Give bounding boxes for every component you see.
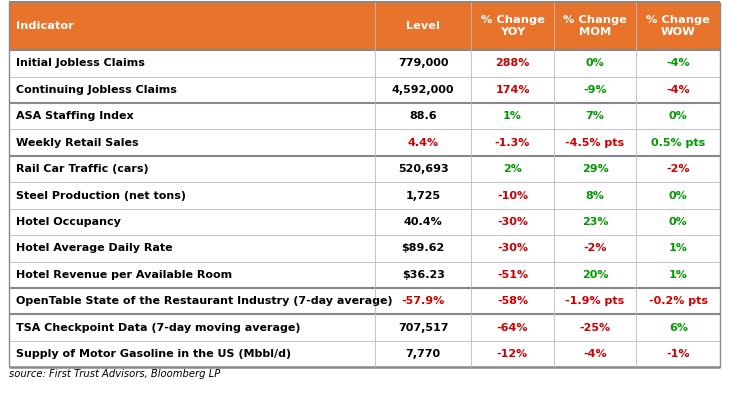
Text: -2%: -2% bbox=[666, 164, 690, 174]
Text: 0%: 0% bbox=[585, 58, 604, 68]
Text: 1%: 1% bbox=[668, 243, 687, 254]
Text: 174%: 174% bbox=[495, 85, 530, 95]
Bar bbox=[9, 77, 720, 103]
Text: -2%: -2% bbox=[583, 243, 607, 254]
Text: Indicator: Indicator bbox=[16, 21, 74, 31]
Text: 0%: 0% bbox=[669, 111, 687, 121]
Text: 20%: 20% bbox=[582, 270, 608, 280]
Text: 6%: 6% bbox=[668, 323, 687, 333]
Bar bbox=[9, 314, 720, 341]
Text: 2%: 2% bbox=[503, 164, 522, 174]
Text: 88.6: 88.6 bbox=[410, 111, 437, 121]
Text: $89.62: $89.62 bbox=[402, 243, 445, 254]
Text: Continuing Jobless Claims: Continuing Jobless Claims bbox=[16, 85, 177, 95]
Text: 7,770: 7,770 bbox=[405, 349, 441, 359]
Text: 23%: 23% bbox=[582, 217, 608, 227]
Text: Hotel Average Daily Rate: Hotel Average Daily Rate bbox=[16, 243, 173, 254]
Text: Steel Production (net tons): Steel Production (net tons) bbox=[16, 190, 186, 201]
Text: 707,517: 707,517 bbox=[398, 323, 448, 333]
Text: Weekly Retail Sales: Weekly Retail Sales bbox=[16, 138, 139, 148]
Text: -1.3%: -1.3% bbox=[495, 138, 530, 148]
Text: -30%: -30% bbox=[497, 243, 528, 254]
Text: 0.5% pts: 0.5% pts bbox=[651, 138, 706, 148]
Text: -57.9%: -57.9% bbox=[402, 296, 445, 306]
Text: -4.5% pts: -4.5% pts bbox=[566, 138, 625, 148]
Text: ASA Staffing Index: ASA Staffing Index bbox=[16, 111, 133, 121]
Text: -58%: -58% bbox=[497, 296, 528, 306]
Text: 4,592,000: 4,592,000 bbox=[392, 85, 454, 95]
Bar bbox=[9, 341, 720, 367]
Text: 1,725: 1,725 bbox=[405, 190, 441, 201]
Text: OpenTable State of the Restaurant Industry (7-day average): OpenTable State of the Restaurant Indust… bbox=[16, 296, 393, 306]
Text: $36.23: $36.23 bbox=[402, 270, 445, 280]
Text: Rail Car Traffic (cars): Rail Car Traffic (cars) bbox=[16, 164, 149, 174]
Bar bbox=[9, 182, 720, 209]
Text: 288%: 288% bbox=[495, 58, 530, 68]
Bar bbox=[9, 156, 720, 182]
Text: -12%: -12% bbox=[497, 349, 528, 359]
Text: % Change
MOM: % Change MOM bbox=[563, 15, 627, 37]
Text: -1.9% pts: -1.9% pts bbox=[566, 296, 625, 306]
Text: 1%: 1% bbox=[668, 270, 687, 280]
Text: 40.4%: 40.4% bbox=[404, 217, 443, 227]
Text: -25%: -25% bbox=[580, 323, 611, 333]
Text: Initial Jobless Claims: Initial Jobless Claims bbox=[16, 58, 145, 68]
Text: TSA Checkpoint Data (7-day moving average): TSA Checkpoint Data (7-day moving averag… bbox=[16, 323, 300, 333]
Text: -10%: -10% bbox=[497, 190, 528, 201]
Bar bbox=[9, 288, 720, 314]
Text: -51%: -51% bbox=[497, 270, 528, 280]
Bar bbox=[9, 235, 720, 261]
Text: -1%: -1% bbox=[666, 349, 690, 359]
Bar bbox=[9, 209, 720, 235]
Text: 8%: 8% bbox=[585, 190, 604, 201]
Bar bbox=[9, 130, 720, 156]
Text: % Change
YOY: % Change YOY bbox=[480, 15, 545, 37]
Text: -0.2% pts: -0.2% pts bbox=[649, 296, 708, 306]
Text: -4%: -4% bbox=[583, 349, 607, 359]
Bar bbox=[9, 261, 720, 288]
Bar bbox=[9, 50, 720, 77]
Text: 1%: 1% bbox=[503, 111, 522, 121]
Text: Level: Level bbox=[406, 21, 440, 31]
Bar bbox=[9, 2, 720, 50]
Text: 520,693: 520,693 bbox=[398, 164, 448, 174]
Text: 0%: 0% bbox=[669, 190, 687, 201]
Text: -9%: -9% bbox=[583, 85, 607, 95]
Text: Supply of Motor Gasoline in the US (Mbbl/d): Supply of Motor Gasoline in the US (Mbbl… bbox=[16, 349, 291, 359]
Text: 0%: 0% bbox=[669, 217, 687, 227]
Text: source: First Trust Advisors, Bloomberg LP: source: First Trust Advisors, Bloomberg … bbox=[9, 369, 220, 379]
Text: -64%: -64% bbox=[496, 323, 529, 333]
Text: -4%: -4% bbox=[666, 85, 690, 95]
Text: % Change
WOW: % Change WOW bbox=[647, 15, 710, 37]
Bar bbox=[9, 103, 720, 130]
Text: 4.4%: 4.4% bbox=[408, 138, 439, 148]
Text: 29%: 29% bbox=[582, 164, 609, 174]
Text: -4%: -4% bbox=[666, 58, 690, 68]
Text: Hotel Occupancy: Hotel Occupancy bbox=[16, 217, 121, 227]
Text: 7%: 7% bbox=[585, 111, 604, 121]
Text: 779,000: 779,000 bbox=[398, 58, 448, 68]
Text: Hotel Revenue per Available Room: Hotel Revenue per Available Room bbox=[16, 270, 232, 280]
Text: -30%: -30% bbox=[497, 217, 528, 227]
